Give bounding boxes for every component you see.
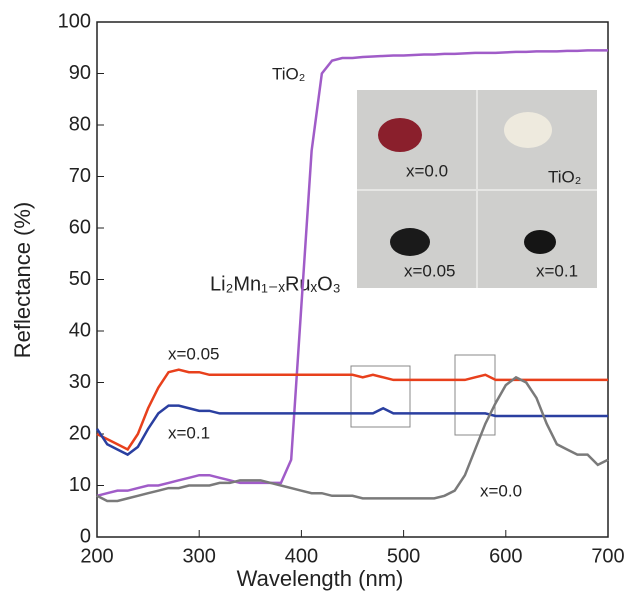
series-label: x=0.05	[168, 344, 220, 363]
x-tick-label: 500	[387, 545, 420, 567]
y-tick-label: 100	[58, 10, 91, 32]
inset-photo	[357, 90, 597, 288]
series-line	[96, 375, 609, 503]
x-tick-label: 700	[591, 545, 624, 567]
series-label: x=0.1	[168, 423, 210, 442]
x-tick-label: 300	[183, 545, 216, 567]
x-axis-title: Wavelength (nm)	[237, 566, 404, 591]
inset-label: x=0.05	[404, 261, 456, 280]
inset-label: x=0.1	[536, 261, 578, 280]
y-tick-label: 20	[69, 422, 91, 444]
inset-label: x=0.0	[406, 161, 448, 180]
series-line	[96, 49, 608, 498]
y-axis-title: Reflectance (%)	[10, 202, 35, 359]
y-tick-label: 60	[69, 216, 91, 238]
x-tick-label: 200	[80, 545, 113, 567]
y-tick-label: 40	[69, 319, 91, 341]
series-line	[95, 404, 608, 457]
inset-label: TiO₂	[548, 167, 581, 186]
powder	[390, 228, 430, 256]
y-tick-label: 10	[69, 474, 91, 496]
highlight-box	[350, 365, 411, 428]
y-tick-label: 50	[69, 268, 91, 290]
y-tick-label: 90	[69, 62, 91, 84]
highlight-box	[454, 354, 496, 436]
series-label: x=0.0	[480, 481, 522, 500]
y-tick-label: 0	[80, 525, 91, 547]
y-tick-label: 30	[69, 371, 91, 393]
formula: Li₂Mn₁₋ₓRuₓO₃	[210, 273, 341, 295]
powder	[524, 230, 556, 254]
y-tick-label: 80	[69, 113, 91, 135]
powder	[378, 118, 422, 152]
powder	[504, 112, 552, 148]
x-tick-label: 400	[285, 545, 318, 567]
y-tick-label: 70	[69, 165, 91, 187]
series-label: TiO₂	[272, 64, 305, 83]
x-tick-label: 600	[489, 545, 522, 567]
